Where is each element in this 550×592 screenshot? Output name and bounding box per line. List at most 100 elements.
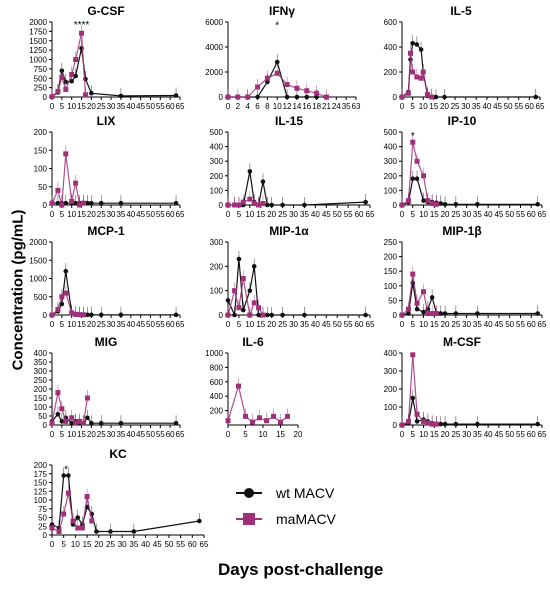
point-ma-mip-1-	[425, 311, 431, 317]
point-wt-ifn-	[265, 79, 270, 85]
y-tick-label-ip-10: 200	[384, 172, 398, 181]
point-wt-mip-1-	[429, 295, 435, 300]
point-ma-ifn-	[314, 90, 320, 96]
x-tick-label-ip-10: 0	[400, 210, 405, 219]
point-ma-mip-1-	[225, 312, 231, 318]
point-wt-mig	[59, 419, 65, 424]
point-ma-mip-1-	[247, 312, 253, 318]
point-ma-m-csf	[399, 422, 405, 428]
x-tick-label-ifn-: 18	[312, 102, 321, 111]
point-ma-mig	[73, 420, 79, 426]
x-tick-label-ifn-: 24	[332, 102, 341, 111]
x-tick-label-mip-1-: 15	[256, 320, 265, 329]
y-tick-label-il-5: 600	[384, 18, 398, 27]
x-tick-label-lix: 20	[87, 210, 96, 219]
point-wt-ip-10	[421, 198, 426, 203]
point-ma-g-csf	[73, 57, 79, 62]
y-tick-label-g-csf: 1750	[29, 27, 47, 36]
x-tick-label-il-5: 5	[410, 102, 415, 111]
point-ma-mig	[81, 420, 87, 426]
point-ma-g-csf	[79, 30, 85, 36]
x-tick-label-mig: 30	[107, 430, 116, 439]
y-tick-label-il-5: 200	[384, 68, 398, 77]
x-tick-label-mip-1-: 50	[505, 320, 514, 329]
point-ma-mip-1-	[405, 306, 411, 312]
point-wt-ip-10	[414, 176, 420, 182]
x-tick-label-ip-10: 10	[419, 210, 428, 219]
x-tick-label-mcp-1: 10	[67, 320, 76, 329]
point-wt-il-15	[247, 169, 253, 174]
x-tick-label-kc: 5	[61, 540, 66, 549]
x-tick-label-mip-1-: 50	[333, 320, 342, 329]
x-tick-label-il-5: 0	[400, 102, 405, 111]
point-ma-ifn-	[294, 85, 300, 91]
point-ma-il-15	[240, 199, 246, 205]
point-wt-mip-1-	[363, 312, 368, 318]
x-tick-label-il-6: 0	[226, 430, 231, 439]
point-ma-m-csf	[433, 421, 439, 427]
x-tick-label-m-csf: 0	[400, 430, 405, 439]
x-tick-label-m-csf: 45	[494, 430, 503, 439]
panel-title-m-csf: M-CSF	[443, 335, 481, 349]
x-tick-label-m-csf: 10	[419, 430, 428, 439]
x-tick-label-ifn-: 12	[283, 102, 292, 111]
x-tick-label-mig: 40	[126, 430, 135, 439]
point-ma-mip-1-	[414, 300, 420, 306]
y-tick-label-mip-1-: 300	[210, 238, 224, 247]
x-tick-label-ip-10: 15	[430, 210, 439, 219]
y-tick-label-g-csf: 1000	[29, 56, 47, 65]
x-tick-label-mip-1-: 5	[237, 320, 242, 329]
panel-title-kc: KC	[109, 447, 127, 461]
x-tick-label-m-csf: 15	[430, 430, 439, 439]
x-tick-label-g-csf: 65	[176, 102, 185, 111]
point-ma-ifn-	[235, 94, 241, 100]
y-tick-label-mig: 100	[34, 403, 48, 412]
y-tick-label-kc: 125	[34, 487, 48, 496]
x-tick-label-g-csf: 10	[67, 102, 76, 111]
x-tick-label-lix: 60	[166, 210, 175, 219]
x-tick-label-il-5: 25	[451, 102, 460, 111]
point-wt-g-csf	[173, 93, 179, 98]
x-tick-label-il-15: 40	[311, 210, 320, 219]
x-tick-label-mig: 25	[97, 430, 106, 439]
point-ma-g-csf	[55, 88, 61, 94]
x-tick-label-kc: 25	[106, 540, 115, 549]
x-tick-label-mcp-1: 20	[87, 320, 96, 329]
point-ma-lix	[81, 200, 87, 206]
y-tick-label-kc: 25	[38, 522, 47, 531]
y-tick-label-lix: 100	[34, 165, 48, 174]
x-tick-label-ip-10: 35	[473, 210, 482, 219]
y-tick-label-il-6: 400	[210, 392, 224, 401]
x-tick-label-mip-1-: 40	[484, 320, 493, 329]
point-ma-mcp-1	[63, 290, 69, 296]
point-ma-mig	[77, 418, 83, 424]
point-ma-ip-10	[410, 139, 416, 145]
x-tick-label-lix: 50	[146, 210, 155, 219]
point-ma-ifn-	[245, 94, 251, 100]
point-wt-ip-10	[535, 201, 540, 207]
point-wt-mip-1-	[414, 306, 420, 312]
x-tick-label-kc: 60	[188, 540, 197, 549]
panel-title-g-csf: G-CSF	[87, 4, 124, 18]
point-ma-mip-1-	[232, 288, 238, 294]
x-tick-label-mcp-1: 35	[116, 320, 125, 329]
point-ma-ifn-	[225, 94, 231, 100]
panel-title-lix: LIX	[97, 114, 116, 128]
point-wt-ifn-	[274, 59, 280, 65]
point-ma-mcp-1	[69, 310, 75, 316]
point-ma-mip-1-	[399, 312, 405, 318]
panel-title-mip-1-: MIP-1β	[442, 224, 481, 238]
x-tick-label-mip-1-: 0	[226, 320, 231, 329]
x-tick-label-mcp-1: 5	[60, 320, 65, 329]
point-ma-mcp-1	[49, 312, 55, 318]
y-tick-label-il-15: 200	[210, 172, 224, 181]
x-tick-label-kc: 30	[118, 540, 127, 549]
point-wt-mig	[89, 420, 94, 426]
point-wt-il-15	[265, 202, 270, 208]
point-ma-lix	[73, 180, 79, 186]
point-ma-mcp-1	[81, 312, 87, 318]
y-tick-label-mig: 200	[34, 385, 48, 394]
x-tick-label-mcp-1: 65	[176, 320, 185, 329]
x-tick-label-ifn-: 2	[236, 102, 241, 111]
x-tick-label-g-csf: 45	[136, 102, 145, 111]
